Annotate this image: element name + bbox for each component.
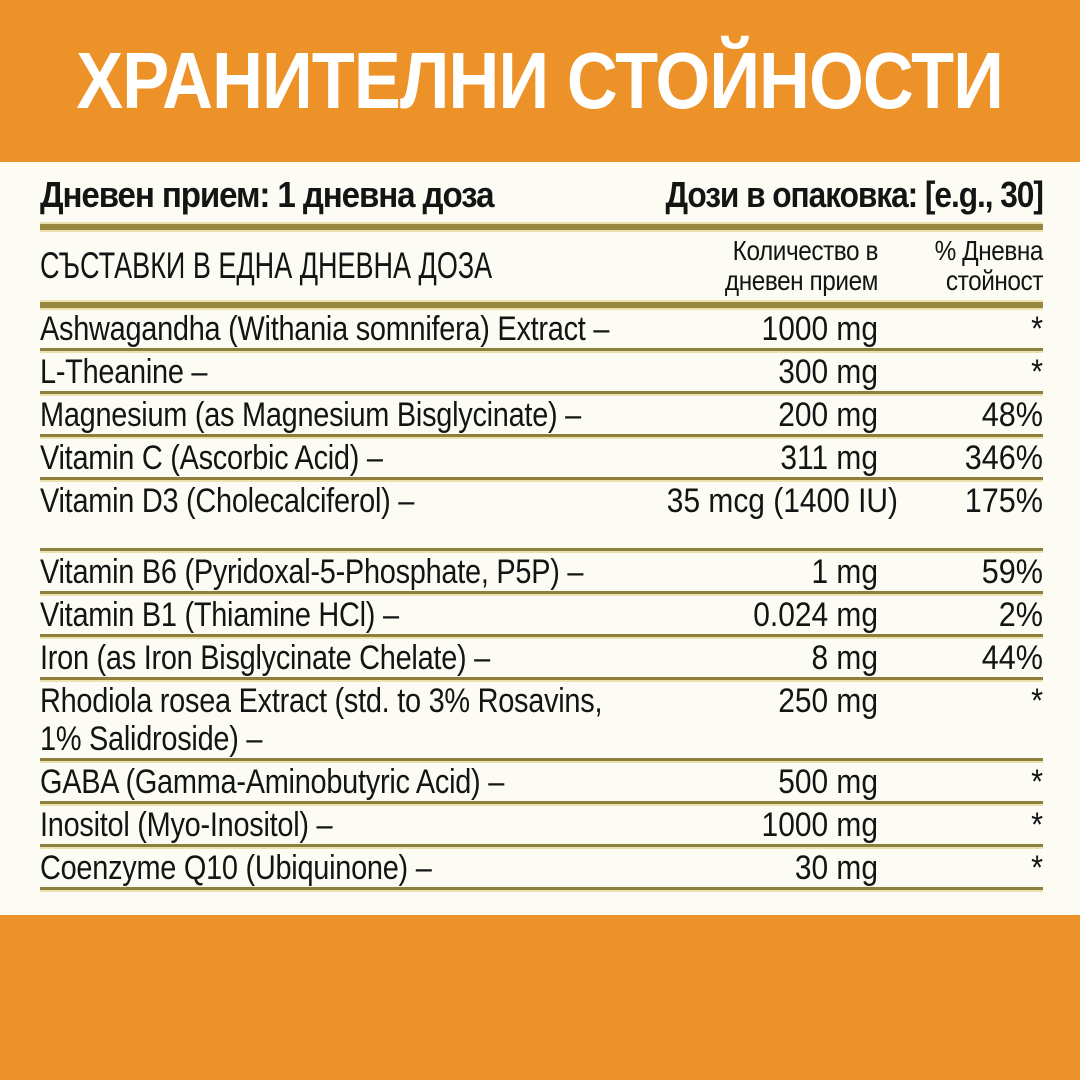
ingredient-name: L-Theanine – [40, 353, 208, 391]
nutrition-facts-panel: Дневен прием: 1 дневна доза Дози в опако… [0, 162, 1080, 915]
servings-per-pack-label: Дози в опаковка: [e.g., 30] [665, 174, 1044, 215]
row-divider [40, 434, 1043, 439]
row-divider [40, 801, 1043, 806]
table-row: Rhodiola rosea Extract (std. to 3% Rosav… [40, 682, 1043, 758]
ingredient-name: Inositol (Myo-Inositol) – [40, 806, 333, 844]
ingredient-daily-value: 346% [964, 439, 1043, 477]
ingredient-daily-value: 48% [981, 396, 1043, 434]
column-header-amount-line1: Количество в [732, 235, 879, 266]
column-header-row: СЪСТАВКИ В ЕДНА ДНЕВНА ДОЗА Количество в… [40, 232, 1043, 300]
ingredient-amount: 200 mg [778, 396, 878, 434]
row-divider [40, 634, 1043, 639]
ingredient-amount: 0.024 mg [753, 596, 878, 634]
table-row: Vitamin B6 (Pyridoxal-5-Phosphate, P5P) … [40, 553, 1043, 591]
ingredient-name: Vitamin B1 (Thiamine HCl) – [40, 596, 399, 634]
table-row: L-Theanine – 300 mg * [40, 353, 1043, 391]
ingredient-amount: 1 mg [811, 553, 878, 591]
table-row: Coenzyme Q10 (Ubiquinone) – 30 mg * [40, 849, 1043, 887]
table-row: Iron (as Iron Bisglycinate Chelate) – 8 … [40, 639, 1043, 677]
row-divider [40, 391, 1043, 396]
thick-divider [40, 300, 1043, 310]
row-divider [40, 844, 1043, 849]
ingredient-daily-value: 44% [981, 639, 1043, 677]
ingredient-name: Coenzyme Q10 (Ubiquinone) – [40, 849, 432, 887]
ingredient-daily-value: 2% [998, 596, 1043, 634]
panel-bottom-spacer [40, 892, 1043, 915]
ingredient-amount: 311 mg [780, 439, 878, 477]
ingredient-name: Rhodiola rosea Extract (std. to 3% Rosav… [40, 682, 603, 758]
daily-intake-label: Дневен прием: 1 дневна доза [40, 174, 495, 215]
ingredient-amount: 30 mg [794, 849, 878, 887]
column-header-amount: Количество в дневен прием [669, 235, 879, 296]
row-divider [40, 887, 1043, 892]
ingredient-amount: 250 mg [778, 682, 878, 720]
ingredient-daily-value: * [1031, 682, 1043, 720]
column-header-dv-line1: % Дневна [934, 235, 1044, 266]
column-header-ingredients: СЪСТАВКИ В ЕДНА ДНЕВНА ДОЗА [40, 245, 493, 286]
ingredient-amount: 300 mg [778, 353, 878, 391]
ingredient-amount: 35 mcg (1400 IU) [666, 482, 898, 520]
ingredient-name: Iron (as Iron Bisglycinate Chelate) – [40, 639, 490, 677]
ingredient-daily-value: 59% [981, 553, 1043, 591]
ingredient-amount: 500 mg [778, 763, 878, 801]
table-row: GABA (Gamma-Aminobutyric Acid) – 500 mg … [40, 763, 1043, 801]
column-header-amount-line2: дневен прием [724, 265, 879, 296]
table-row: Magnesium (as Magnesium Bisglycinate) – … [40, 396, 1043, 434]
ingredient-name: Vitamin B6 (Pyridoxal-5-Phosphate, P5P) … [40, 553, 584, 591]
row-divider [40, 758, 1043, 763]
page-title: ХРАНИТЕЛНИ СТОЙНОСТИ [76, 36, 1005, 125]
ingredient-name: Vitamin C (Ascorbic Acid) – [40, 439, 383, 477]
ingredient-name: Vitamin D3 (Cholecalciferol) – [40, 482, 415, 520]
table-row: Ashwagandha (Withania somnifera) Extract… [40, 310, 1043, 348]
ingredient-daily-value: * [1031, 353, 1043, 391]
table-row: Vitamin B1 (Thiamine HCl) – 0.024 mg 2% [40, 596, 1043, 634]
row-divider [40, 548, 1043, 553]
column-header-dv-line2: стойност [945, 265, 1044, 296]
ingredient-amount: 1000 mg [761, 806, 878, 844]
ingredient-amount: 8 mg [811, 639, 878, 677]
ingredient-daily-value: * [1031, 806, 1043, 844]
ingredient-amount: 1000 mg [761, 310, 878, 348]
header-band: ХРАНИТЕЛНИ СТОЙНОСТИ [0, 0, 1080, 162]
ingredient-name: Ashwagandha (Withania somnifera) Extract… [40, 310, 610, 348]
ingredient-daily-value: * [1031, 763, 1043, 801]
row-divider [40, 591, 1043, 596]
ingredient-name: Magnesium (as Magnesium Bisglycinate) – [40, 396, 581, 434]
serving-info-row: Дневен прием: 1 дневна доза Дози в опако… [40, 162, 1044, 222]
thick-divider [40, 222, 1043, 232]
table-row: Vitamin C (Ascorbic Acid) – 311 mg 346% [40, 439, 1043, 477]
ingredient-daily-value: 175% [964, 482, 1043, 520]
column-header-daily-value: % Дневна стойност [899, 235, 1044, 296]
ingredient-daily-value: * [1031, 849, 1043, 887]
ingredient-daily-value: * [1031, 310, 1043, 348]
row-divider [40, 348, 1043, 353]
table-row: Vitamin D3 (Cholecalciferol) – 35 mcg (1… [40, 482, 1043, 548]
row-divider [40, 477, 1043, 482]
ingredient-name: GABA (Gamma-Aminobutyric Acid) – [40, 763, 505, 801]
table-row: Inositol (Myo-Inositol) – 1000 mg * [40, 806, 1043, 844]
row-divider [40, 677, 1043, 682]
